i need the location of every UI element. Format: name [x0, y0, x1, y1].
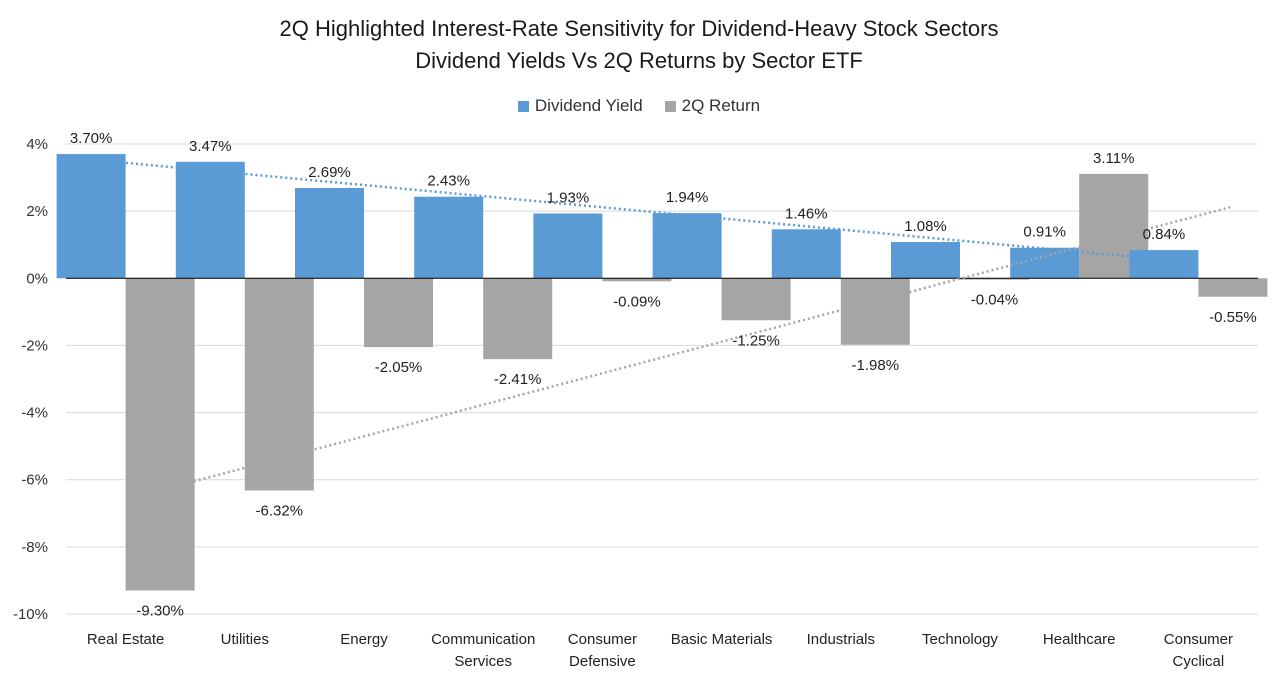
data-label-dividend-yield: 1.08% [904, 218, 947, 235]
x-tick-label: Healthcare [1043, 631, 1116, 648]
bar-2q-return [483, 278, 553, 360]
data-label-2q-return: -2.41% [494, 371, 542, 388]
x-tick-label: Consumer [1164, 631, 1233, 648]
y-tick-label: -2% [21, 337, 48, 354]
legend-swatch-dividend-yield [517, 100, 529, 112]
bar-dividend-yield [295, 187, 364, 279]
x-tick-label: Industrials [807, 631, 875, 648]
bar-dividend-yield [414, 196, 484, 279]
x-tick-label: Technology [922, 631, 998, 648]
x-tick-label: Energy [340, 631, 388, 648]
legend-item-2q-return: 2Q Return [664, 96, 761, 116]
data-label-2q-return: 3.11% [1093, 150, 1134, 167]
bar-dividend-yield [652, 213, 722, 279]
data-label-dividend-yield: 0.84% [1143, 226, 1186, 243]
x-tick-label: Consumer [568, 631, 637, 648]
data-label-dividend-yield: 1.94% [666, 189, 709, 206]
y-tick-label: -6% [21, 472, 48, 489]
bar-dividend-yield [1129, 250, 1199, 279]
bar-dividend-yield [56, 154, 126, 279]
y-tick-label: -8% [21, 539, 48, 556]
y-tick-label: -4% [21, 405, 48, 422]
bar-dividend-yield [175, 161, 245, 279]
data-label-2q-return: -2.05% [375, 359, 423, 376]
data-label-2q-return: -6.32% [256, 502, 304, 519]
x-tick-label: Cyclical [1173, 653, 1225, 670]
trendline-dividend-yield [90, 158, 1165, 261]
x-tick-label: Communication [431, 631, 535, 648]
x-tick-label: Defensive [569, 653, 636, 670]
chart-subtitle: Dividend Yields Vs 2Q Returns by Sector … [415, 48, 863, 73]
legend-swatch-2q-return [664, 100, 676, 112]
data-label-dividend-yield: 3.47% [189, 138, 232, 155]
data-label-dividend-yield: 2.69% [308, 164, 351, 181]
bar-2q-return [125, 278, 195, 591]
data-label-2q-return: -9.30% [136, 603, 184, 620]
y-tick-label: 0% [26, 270, 48, 287]
legend-item-dividend-yield: Dividend Yield [517, 96, 643, 116]
chart-title: 2Q Highlighted Interest-Rate Sensitivity… [279, 16, 999, 41]
data-label-2q-return: -0.04% [971, 292, 1019, 309]
data-label-dividend-yield: 0.91% [1023, 224, 1066, 241]
data-label-dividend-yield: 3.70% [70, 130, 113, 147]
y-tick-label: -10% [13, 606, 48, 623]
legend: Dividend Yield 2Q Return [0, 96, 1278, 116]
bar-2q-return [602, 278, 672, 282]
bar-2q-return [244, 278, 314, 491]
data-label-2q-return: -0.09% [613, 293, 661, 310]
y-tick-label: 4% [26, 136, 48, 153]
bar-dividend-yield [771, 229, 841, 279]
bar-dividend-yield [891, 242, 960, 279]
bar-dividend-yield [533, 213, 603, 279]
y-tick-label: 2% [26, 203, 48, 220]
bar-dividend-yield [1010, 247, 1080, 279]
data-label-2q-return: -1.25% [732, 332, 780, 349]
data-label-2q-return: -1.98% [852, 357, 900, 374]
x-tick-label: Services [454, 653, 512, 670]
bar-2q-return [960, 278, 1029, 280]
data-label-dividend-yield: 2.43% [427, 173, 470, 190]
bar-2q-return [1198, 278, 1268, 297]
data-label-dividend-yield: 1.93% [547, 189, 590, 206]
legend-label-dividend-yield: Dividend Yield [534, 96, 643, 115]
x-tick-label: Basic Materials [671, 631, 773, 648]
x-tick-label: Real Estate [87, 631, 165, 648]
bar-2q-return [840, 278, 910, 345]
legend-label-2q-return: 2Q Return [681, 96, 761, 115]
x-tick-label: Utilities [221, 631, 269, 648]
bar-2q-return [721, 278, 791, 321]
bar-2q-return [364, 278, 433, 348]
data-label-2q-return: -0.55% [1209, 309, 1257, 326]
data-label-dividend-yield: 1.46% [785, 205, 828, 222]
